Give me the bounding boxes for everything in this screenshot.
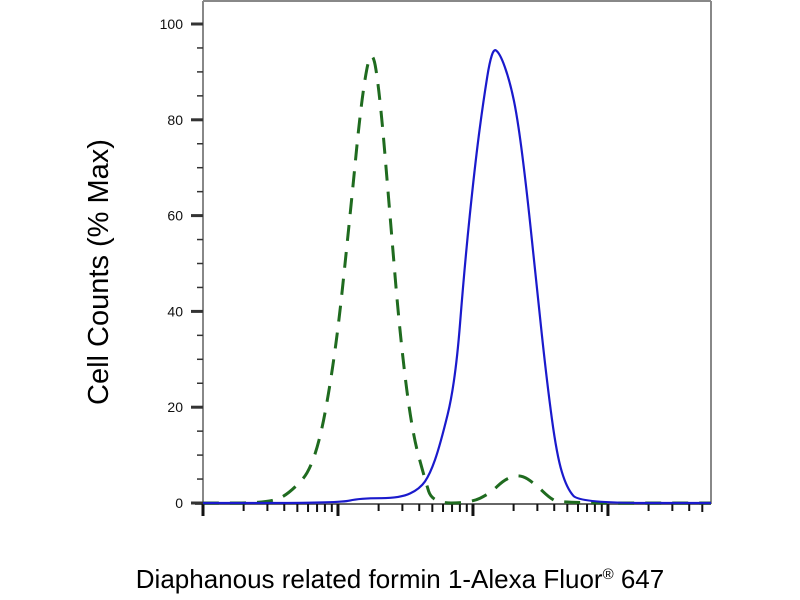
y-tick-label: 80 bbox=[167, 112, 183, 128]
sample-curve bbox=[203, 49, 711, 505]
y-tick-label: 60 bbox=[167, 208, 183, 224]
x-axis bbox=[201, 504, 704, 516]
isotype-control-curve bbox=[203, 54, 711, 505]
series-group bbox=[203, 49, 711, 505]
x-axis-title: Diaphanous related formin 1-Alexa Fluor®… bbox=[136, 564, 664, 594]
y-tick-label: 40 bbox=[167, 303, 183, 319]
x-axis-title-suffix: 647 bbox=[614, 564, 665, 594]
y-tick-label: 20 bbox=[167, 399, 183, 415]
y-axis: 0 20 40 60 80 100 bbox=[160, 16, 203, 511]
y-axis-title: Cell Counts (% Max) bbox=[83, 139, 115, 405]
y-tick-label: 0 bbox=[175, 495, 183, 511]
x-axis-title-reg: ® bbox=[603, 566, 614, 583]
plot-frame bbox=[195, 0, 712, 505]
y-tick-label: 100 bbox=[160, 16, 184, 32]
x-axis-title-main: Diaphanous related formin 1-Alexa Fluor bbox=[136, 564, 603, 594]
